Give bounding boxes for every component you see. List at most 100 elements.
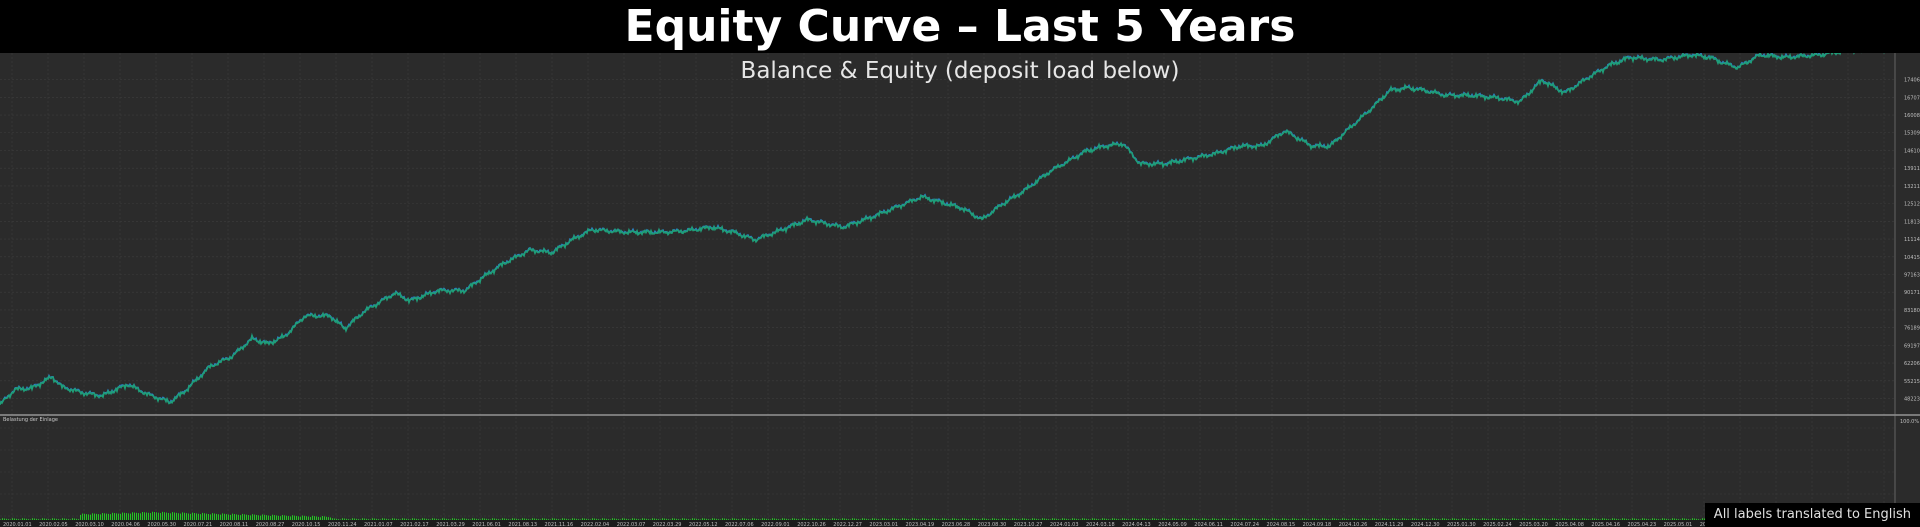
chart-background: [0, 53, 1920, 527]
load-bar: [112, 512, 113, 527]
title-bar: Equity Curve – Last 5 Years: [0, 0, 1920, 53]
x-tick-label: 2024.10.26: [1339, 522, 1368, 527]
grid-lines: [0, 53, 1895, 527]
load-bar: [124, 512, 125, 527]
x-tick-label: 2023.10.27: [1014, 522, 1043, 527]
x-tick-label: 2021.02.17: [400, 522, 429, 527]
x-tick-label: 2022.09.01: [761, 522, 790, 527]
x-tick-label: 2022.03.07: [617, 522, 646, 527]
load-bar: [144, 512, 145, 527]
x-tick-label: 2025.01.30: [1447, 522, 1476, 527]
load-bar: [166, 512, 167, 527]
y-tick-label: 132119: [1904, 184, 1920, 190]
x-axis-band: [0, 520, 1920, 527]
x-tick-label: 2022.02.04: [581, 522, 610, 527]
x-tick-label: 2021.11.16: [545, 522, 574, 527]
y-tick-label: 97163: [1904, 273, 1920, 279]
x-tick-label: 2025.03.20: [1519, 522, 1548, 527]
x-tick-label: 2022.03.29: [653, 522, 682, 527]
x-tick-label: 2024.09.18: [1303, 522, 1332, 527]
load-bar: [162, 511, 163, 527]
x-tick-label: 2020.04.06: [111, 522, 140, 527]
x-tick-label: 2022.12.27: [833, 522, 862, 527]
x-tick-label: 2023.06.28: [942, 522, 971, 527]
load-bar: [164, 512, 165, 527]
y-tick-label: 90171: [1904, 290, 1920, 296]
x-tick-label: 2024.03.18: [1086, 522, 1115, 527]
y-tick-label: 83180: [1904, 308, 1920, 314]
x-tick-label: 2021.03.29: [436, 522, 465, 527]
equity-line: [0, 53, 1885, 406]
load-bar: [154, 512, 155, 527]
x-tick-label: 2020.08.11: [220, 522, 249, 527]
y-tick-label: 146102: [1904, 148, 1920, 154]
load-bar: [184, 512, 185, 527]
x-tick-label: 2023.03.01: [869, 522, 898, 527]
x-tick-label: 2025.02.24: [1483, 522, 1512, 527]
x-tick-label: 2020.01.01: [3, 522, 32, 527]
indicator-label: Belastung der Einlage: [3, 417, 58, 423]
x-tick-label: 2020.07.21: [184, 522, 213, 527]
equity-series: [0, 53, 1885, 406]
y-axis: 48223 55215 62206 69197 76189 83180 90171 97163…: [1900, 78, 1920, 425]
x-tick-label: 2025.04.23: [1628, 522, 1657, 527]
x-tick-label: 2024.12.30: [1411, 522, 1440, 527]
load-bar: [132, 512, 133, 527]
x-tick-label: 2020.10.15: [292, 522, 321, 527]
y-tick-label: 76189: [1904, 326, 1920, 332]
load-bar: [202, 512, 203, 527]
y-tick-label: 125128: [1904, 202, 1920, 208]
x-tick-label: 2020.11.24: [328, 522, 357, 527]
y-tick-label: 62206: [1904, 361, 1920, 367]
x-tick-label: 2021.08.13: [508, 522, 537, 527]
y-tick-label: 69197: [1904, 343, 1920, 349]
x-tick-label: 2024.11.29: [1375, 522, 1404, 527]
load-bar: [158, 512, 159, 527]
load-bar: [156, 512, 157, 527]
x-tick-label: 2024.05.09: [1158, 522, 1187, 527]
y-tick-label: 104154: [1904, 255, 1920, 261]
load-bar: [142, 512, 143, 527]
x-tick-label: 2024.04.13: [1122, 522, 1151, 527]
x-tick-label: 2024.06.11: [1194, 522, 1223, 527]
x-tick-label: 2021.01.07: [364, 522, 393, 527]
load-bar: [174, 512, 175, 527]
x-tick-label: 2025.04.08: [1555, 522, 1584, 527]
y-tick-label: 55215: [1904, 379, 1920, 385]
y-tick-label: 118137: [1904, 219, 1920, 225]
load-bar: [176, 512, 177, 527]
x-tick-label: 2024.08.15: [1267, 522, 1296, 527]
load-bar: [146, 512, 147, 527]
x-tick-label: 2020.03.10: [75, 522, 104, 527]
x-tick-label: 2020.08.27: [256, 522, 285, 527]
x-tick-label: 2020.05.30: [147, 522, 176, 527]
x-axis: 2020.01.01 2020.02.05 2020.03.10 2020.04.06…: [0, 520, 1920, 527]
load-bar: [148, 512, 149, 527]
y-tick-label: 111146: [1904, 237, 1920, 243]
load-bar: [192, 512, 193, 527]
x-tick-label: 2023.08.30: [978, 522, 1007, 527]
load-bar: [136, 512, 137, 527]
x-tick-label: 2024.07.24: [1230, 522, 1259, 527]
translation-note: All labels translated to English: [1704, 503, 1920, 527]
load-bar: [194, 512, 195, 527]
load-bar: [168, 512, 169, 527]
y-tick-label: 48223: [1904, 397, 1920, 403]
y-tick-label: 174067: [1904, 78, 1920, 84]
load-bar: [134, 512, 135, 527]
chart-title: Equity Curve – Last 5 Years: [624, 1, 1296, 52]
y-tick-label: 160085: [1904, 113, 1920, 119]
x-tick-label: 2022.10.26: [797, 522, 826, 527]
y-tick-label: 167076: [1904, 95, 1920, 101]
x-tick-label: 2022.07.06: [725, 522, 754, 527]
load-bar: [152, 511, 153, 527]
load-bar: [172, 512, 173, 527]
x-tick-label: 2025.05.01: [1664, 522, 1693, 527]
load-bar: [182, 512, 183, 527]
x-tick-label: 2025.04.16: [1591, 522, 1620, 527]
x-tick-label: 2020.02.05: [39, 522, 68, 527]
x-tick-label: 2023.04.19: [906, 522, 935, 527]
y-tick-label: 153093: [1904, 131, 1920, 137]
load-bar: [122, 512, 123, 527]
